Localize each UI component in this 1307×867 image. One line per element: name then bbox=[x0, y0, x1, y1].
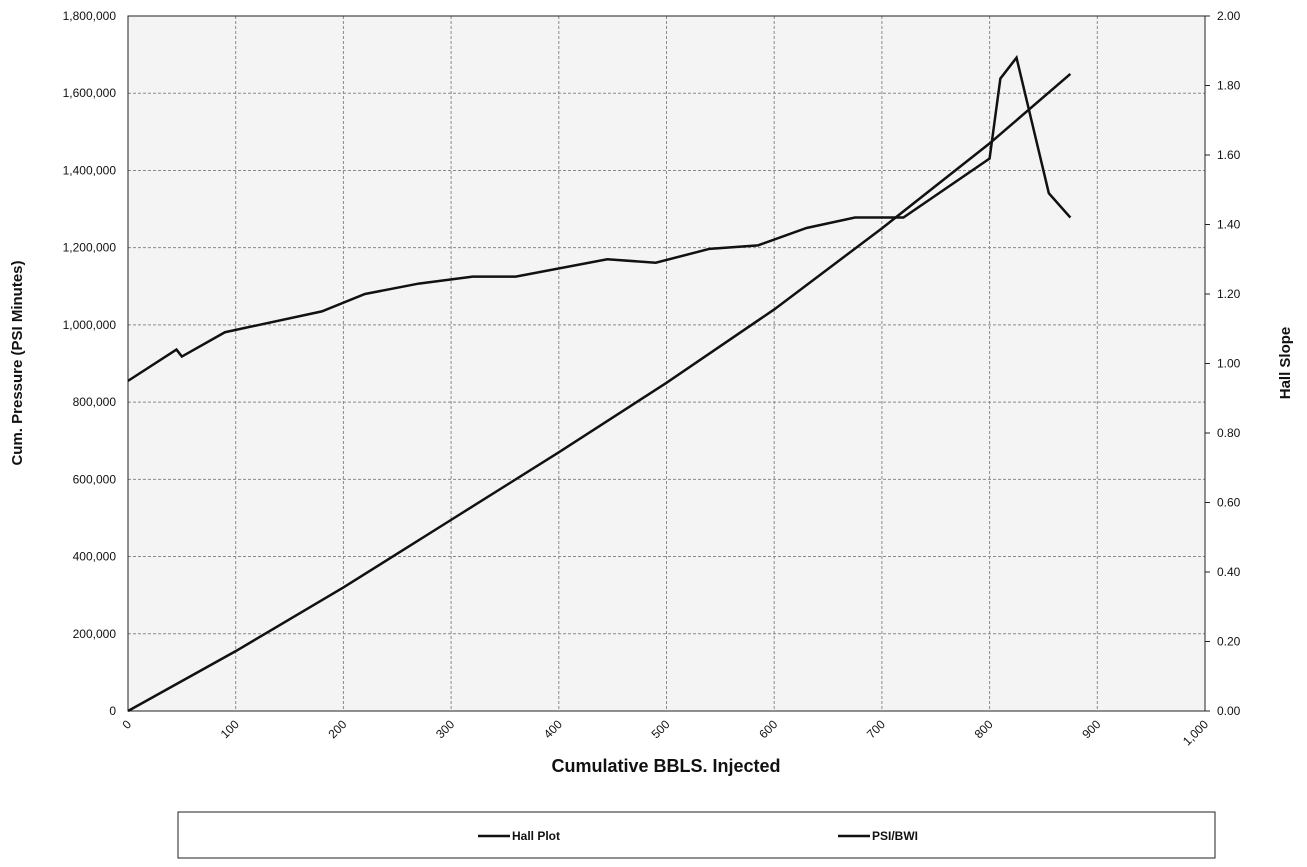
legend-label: Hall Plot bbox=[512, 829, 560, 843]
x-tick-label: 800 bbox=[972, 717, 996, 741]
y-tick-label: 400,000 bbox=[73, 550, 117, 564]
x-tick-label: 1,000 bbox=[1180, 717, 1211, 748]
y-tick-label: 1,000,000 bbox=[63, 318, 117, 332]
y2-tick-label: 1.20 bbox=[1217, 287, 1241, 301]
y2-tick-label: 1.80 bbox=[1217, 79, 1241, 93]
y-tick-label: 0 bbox=[109, 704, 116, 718]
y2-tick-label: 0.40 bbox=[1217, 565, 1241, 579]
y-tick-label: 1,600,000 bbox=[63, 86, 117, 100]
y2-tick-label: 1.00 bbox=[1217, 357, 1241, 371]
y2-tick-label: 0.00 bbox=[1217, 704, 1241, 718]
y-tick-label: 600,000 bbox=[73, 472, 117, 486]
x-tick-label: 400 bbox=[541, 717, 565, 741]
x-tick-label: 0 bbox=[119, 717, 134, 732]
y2-tick-label: 2.00 bbox=[1217, 9, 1241, 23]
y-tick-label: 200,000 bbox=[73, 627, 117, 641]
series-line bbox=[127, 54, 1072, 382]
plot-border bbox=[127, 15, 1206, 712]
x-tick-label: 200 bbox=[325, 717, 349, 741]
x-tick-label: 900 bbox=[1079, 717, 1103, 741]
y2-tick-label: 0.60 bbox=[1217, 496, 1241, 510]
y-axis-title: Cum. Pressure (PSI Minutes) bbox=[9, 260, 26, 465]
x-tick-label: 500 bbox=[649, 717, 673, 741]
y2-tick-label: 1.40 bbox=[1217, 218, 1241, 232]
y-tick-label: 800,000 bbox=[73, 395, 117, 409]
legend-label: PSI/BWI bbox=[872, 829, 918, 843]
x-tick-label: 600 bbox=[756, 717, 780, 741]
y2-axis-title: Hall Slope bbox=[1277, 327, 1294, 400]
x-tick-label: 700 bbox=[864, 717, 888, 741]
x-tick-label: 300 bbox=[433, 717, 457, 741]
y-tick-label: 1,800,000 bbox=[63, 9, 117, 23]
legend bbox=[177, 811, 1216, 859]
y-tick-label: 1,400,000 bbox=[63, 163, 117, 177]
y-tick-label: 1,200,000 bbox=[63, 241, 117, 255]
y2-tick-label: 0.80 bbox=[1217, 426, 1241, 440]
x-axis-title: Cumulative BBLS. Injected bbox=[551, 756, 780, 776]
x-tick-label: 100 bbox=[218, 717, 242, 741]
y2-tick-label: 1.60 bbox=[1217, 148, 1241, 162]
series-line bbox=[127, 72, 1072, 713]
y2-tick-label: 0.20 bbox=[1217, 635, 1241, 649]
